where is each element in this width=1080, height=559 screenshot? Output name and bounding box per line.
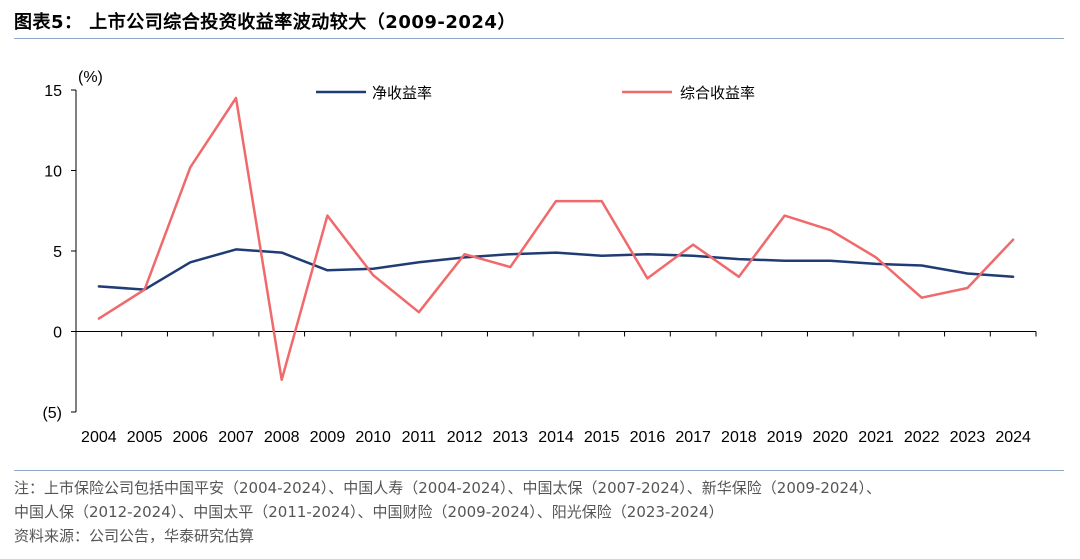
x-tick-label: 2016 xyxy=(630,429,666,446)
x-tick-label: 2008 xyxy=(264,429,300,446)
figure-title: 图表5： 上市公司综合投资收益率波动较大（2009-2024） xyxy=(14,12,516,33)
source-line: 资料来源：公司公告，华泰研究估算 xyxy=(14,527,255,545)
x-tick-label: 2017 xyxy=(675,429,711,446)
title-rule xyxy=(14,38,1064,39)
x-tick-label: 2007 xyxy=(218,429,254,446)
y-tick-label: 10 xyxy=(44,164,62,181)
x-tick-label: 2013 xyxy=(492,429,528,446)
x-tick-label: 2024 xyxy=(995,429,1031,446)
x-tick-label: 2011 xyxy=(402,429,437,446)
legend-label-1: 净收益率 xyxy=(372,84,432,102)
legend-label-2: 综合收益率 xyxy=(680,84,755,102)
x-tick-label: 2006 xyxy=(172,429,208,446)
note-line-1: 注：上市保险公司包括中国平安（2004-2024）、中国人寿（2004-2024… xyxy=(14,479,882,497)
y-tick-label: 5 xyxy=(53,244,62,261)
x-tick-label: 2019 xyxy=(767,429,803,446)
x-tick-label: 2022 xyxy=(904,429,940,446)
x-tick-label: 2009 xyxy=(310,429,346,446)
series-line-1 xyxy=(97,248,1015,291)
x-tick-label: 2015 xyxy=(584,429,620,446)
series-line-2 xyxy=(97,96,1015,382)
x-tick-label: 2014 xyxy=(538,429,574,446)
line-chart: 15 10 5 0 (5) (%) 2004 2005 2006 2007 2008 2009 2010… xyxy=(42,69,1037,446)
x-tick-label: 2005 xyxy=(127,429,163,446)
notes-rule xyxy=(14,470,1064,471)
x-tick-label: 2018 xyxy=(721,429,757,446)
y-tick-label: 0 xyxy=(53,325,62,342)
note-line-2: 中国人保（2012-2024）、中国太平（2011-2024）、中国财险（200… xyxy=(14,503,724,521)
x-tick-label: 2023 xyxy=(950,429,986,446)
x-tick-label: 2012 xyxy=(447,429,483,446)
x-tick-label: 2004 xyxy=(81,429,117,446)
notes-block: 注：上市保险公司包括中国平安（2004-2024）、中国人寿（2004-2024… xyxy=(14,476,1069,548)
x-tick-label: 2021 xyxy=(858,429,894,446)
y-tick-label: 15 xyxy=(44,83,62,100)
y-tick-label: (5) xyxy=(42,405,62,422)
x-tick-label: 2020 xyxy=(812,429,848,446)
x-tick-label: 2010 xyxy=(355,429,391,446)
y-axis-unit: (%) xyxy=(78,69,103,86)
